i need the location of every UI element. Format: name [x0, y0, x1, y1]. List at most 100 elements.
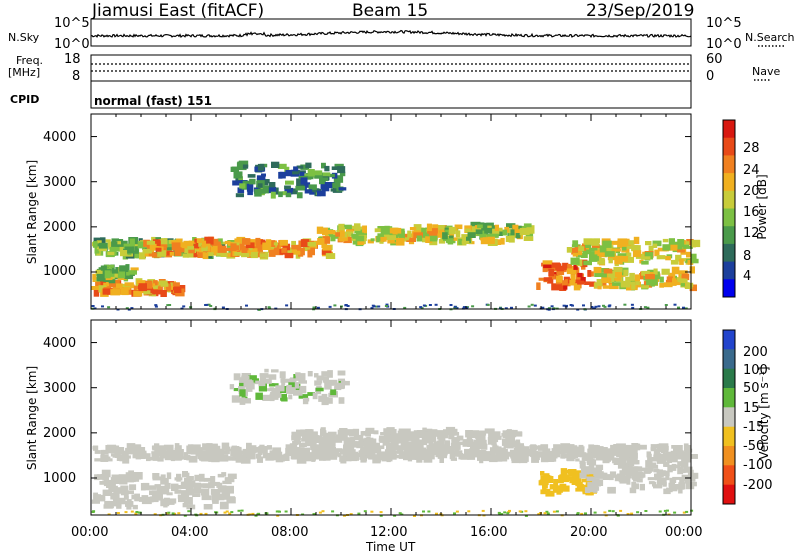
- velocity-echo-cell: [280, 378, 291, 383]
- power-echo-cell: [279, 171, 286, 179]
- velocity-echo-cell: [293, 447, 300, 452]
- power-echo-cell: [164, 251, 174, 256]
- power-echo-cell: [689, 266, 695, 274]
- velocity-ground-speckle: [284, 510, 288, 513]
- power-echo-cell: [152, 239, 161, 246]
- velocity-echo-cell: [219, 456, 224, 461]
- velocity-ground-speckle: [370, 510, 374, 513]
- velocity-echo-cell: [126, 499, 132, 507]
- velocity-echo-cell: [545, 490, 555, 497]
- velocity-echo-cell: [116, 502, 122, 509]
- velocity-echo-cell: [689, 454, 698, 459]
- velocity-echo-cell: [186, 445, 192, 454]
- velocity-ytick-3000: 3000: [43, 381, 77, 396]
- power-echo-cell: [556, 271, 565, 275]
- velocity-echo-cell: [649, 457, 657, 462]
- power-echo-cell: [602, 240, 612, 248]
- power-echo-cell: [674, 281, 684, 286]
- velocity-echo-cell: [106, 479, 115, 488]
- velocity-echo-cell: [313, 451, 322, 458]
- time-tick-6: 00:00: [665, 525, 703, 540]
- power-echo-cell: [148, 252, 157, 257]
- velocity-echo-cell: [294, 433, 301, 442]
- power-echo-cell: [352, 237, 358, 245]
- power-echo-cell: [277, 163, 287, 169]
- power-echo-cell: [163, 240, 174, 248]
- velocity-echo-cell: [503, 443, 511, 449]
- power-echo-cell: [134, 252, 140, 259]
- velocity-echo-cell: [501, 438, 507, 446]
- power-echo-cell: [321, 187, 330, 192]
- power-echo-cell: [356, 232, 364, 237]
- power-echo-cell: [631, 245, 641, 252]
- power-echo-cell: [292, 247, 297, 254]
- velocity-echo-cell: [110, 485, 118, 493]
- velocity-echo-cell: [463, 439, 474, 447]
- power-echo-cell: [597, 252, 604, 257]
- power-echo-cell: [196, 238, 202, 243]
- power-echo-cell: [188, 248, 195, 254]
- power-echo-cell: [583, 238, 593, 245]
- power-echo-cell: [597, 260, 605, 265]
- power-echo-cell: [475, 229, 483, 235]
- velocity-echo-cell: [494, 431, 501, 439]
- power-ground-speckle: [166, 304, 170, 307]
- power-echo-cell: [302, 174, 312, 178]
- velocity-echo-cell: [306, 432, 314, 437]
- velocity-echo-cell: [239, 382, 246, 387]
- power-echo-cell: [612, 282, 622, 286]
- velocity-ground-speckle: [545, 510, 549, 513]
- power-echo-cell: [374, 228, 384, 233]
- velocity-echo-cell: [116, 456, 127, 461]
- power-echo-cell: [127, 284, 135, 289]
- velocity-echo-cell: [211, 492, 218, 501]
- velocity-echo-cell: [151, 451, 161, 455]
- velocity-echo-cell: [391, 434, 400, 442]
- velocity-echo-cell: [651, 447, 657, 452]
- velocity-echo-cell: [318, 395, 327, 402]
- velocity-echo-cell: [157, 457, 164, 462]
- power-echo-cell: [330, 235, 336, 242]
- velocity-ground-speckle: [363, 510, 367, 513]
- velocity-echo-cell: [363, 440, 369, 446]
- velocity-echo-cell: [243, 380, 254, 388]
- velocity-echo-cell: [194, 474, 202, 482]
- power-echo-cell: [274, 187, 279, 195]
- velocity-echo-cell: [451, 442, 461, 450]
- velocity-ground-speckle: [616, 514, 620, 517]
- velocity-ground-speckle: [343, 514, 346, 517]
- power-echo-cell: [559, 283, 567, 291]
- power-echo-cell: [247, 174, 256, 178]
- power-echo-cell: [594, 269, 602, 277]
- velocity-echo-cell: [579, 472, 587, 479]
- power-echo-cell: [239, 183, 246, 189]
- velocity-echo-cell: [671, 445, 676, 449]
- power-ground-speckle: [182, 305, 186, 308]
- power-echo-cell: [571, 275, 576, 283]
- power-echo-cell: [477, 224, 483, 229]
- power-ground-speckle: [562, 304, 566, 307]
- power-echo-cell: [133, 290, 143, 297]
- velocity-echo-cell: [425, 436, 434, 439]
- power-ground-speckle: [592, 307, 596, 310]
- velocity-echo-cell: [186, 489, 195, 496]
- power-echo-cell: [467, 232, 476, 238]
- power-echo-cell: [505, 236, 512, 242]
- power-echo-cell: [641, 260, 649, 265]
- power-ground-speckle: [541, 306, 545, 309]
- power-echo-cell: [442, 232, 448, 240]
- velocity-echo-cell: [182, 472, 190, 478]
- velocity-echo-cell: [616, 443, 626, 451]
- power-ground-speckle: [533, 304, 537, 307]
- power-echo-cell: [623, 269, 629, 277]
- power-echo-cell: [536, 282, 541, 290]
- power-ground-speckle: [571, 304, 574, 307]
- power-echo-cell: [308, 184, 317, 190]
- power-echo-cell: [542, 267, 548, 273]
- velocity-echo-cell: [242, 448, 249, 457]
- power-echo-cell: [220, 250, 228, 257]
- velocity-echo-cell: [307, 392, 315, 396]
- power-echo-cell: [506, 223, 516, 229]
- power-echo-cell: [171, 242, 181, 251]
- velocity-ground-speckle: [230, 511, 234, 514]
